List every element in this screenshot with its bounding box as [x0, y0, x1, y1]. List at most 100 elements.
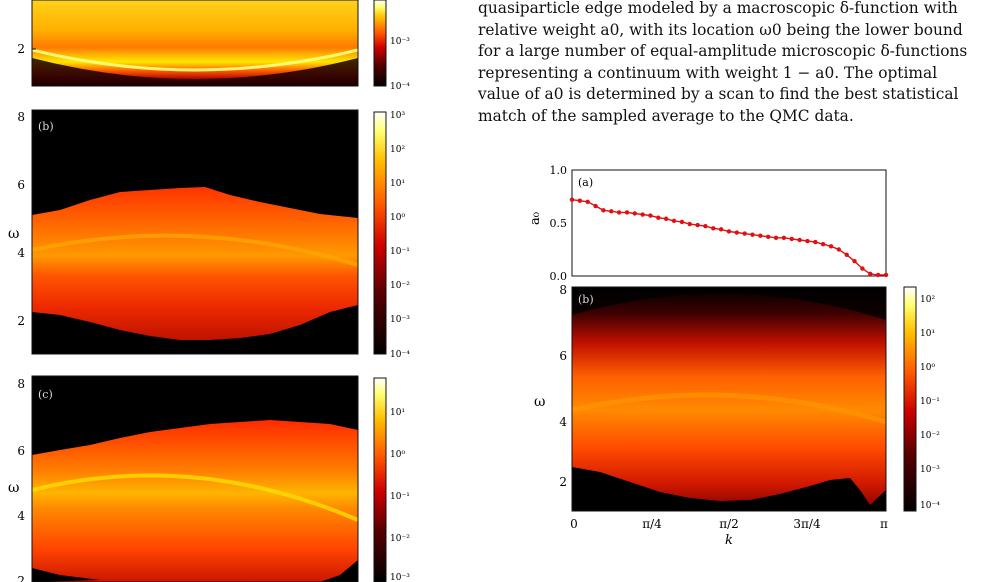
a0-point: [679, 219, 685, 225]
colorbar-tick: 10¹: [920, 329, 935, 339]
panel-a-heatmap: [32, 0, 358, 86]
panel-c-heatmap: [32, 376, 358, 582]
a0-point: [711, 226, 716, 231]
panel-b-colorbar: [373, 111, 387, 355]
a0-point: [569, 197, 575, 202]
panel-a-yticks: 1.0 0.5 0.0: [550, 164, 568, 283]
a0-point: [868, 271, 873, 277]
a0-point: [797, 237, 802, 243]
paragraph-line: for a large number of equal-amplitude mi…: [478, 42, 968, 61]
a0-point: [616, 210, 622, 215]
ytick: 2: [559, 475, 567, 489]
colorbar-tick: 10⁻⁴: [920, 501, 940, 511]
xtick: 0: [570, 517, 578, 531]
xtick: π/4: [642, 517, 662, 531]
a0-point: [663, 216, 669, 221]
a0-point: [789, 236, 794, 242]
a0-point: [742, 231, 747, 236]
a0-point: [656, 215, 661, 220]
a0-point: [852, 258, 857, 264]
a0-point: [640, 212, 645, 217]
colorbar-tick: 10⁻²: [390, 534, 410, 544]
ytick: 4: [559, 415, 567, 429]
a0-point: [624, 210, 630, 215]
body-paragraph: quasiparticle edge modeled by a macrosco…: [478, 0, 984, 128]
panel-label: (b): [38, 120, 54, 133]
a0-point: [726, 229, 732, 234]
a0-point: [844, 252, 849, 257]
a0-point: [734, 230, 739, 235]
panel-c-ylabel: ω: [8, 480, 19, 496]
panel-a-axes: [571, 169, 887, 277]
colorbar-tick: 10²: [390, 145, 405, 155]
ytick: 6: [17, 178, 25, 192]
ytick: 8: [17, 110, 25, 124]
panel-b-xticks: 0 π/4 π/2 3π/4 π: [570, 517, 888, 531]
colorbar-tick: 10⁻⁴: [390, 82, 410, 92]
ytick: 6: [17, 444, 25, 458]
panel-b-heatmap-right: [572, 287, 886, 511]
panel-c-colorbar: [373, 377, 387, 582]
a0-point: [593, 203, 598, 209]
a0-point: [813, 239, 818, 245]
panel-a-colorbar: [373, 0, 387, 87]
panel-c-colorbar-ticks: 10¹ 10⁰ 10⁻¹ 10⁻² 10⁻³: [390, 408, 410, 582]
a0-point: [883, 272, 889, 278]
a0-point: [703, 223, 708, 229]
paragraph-line: value of a0 is determined by a scan to f…: [478, 85, 959, 104]
a0-point: [875, 272, 881, 278]
xtick: 3π/4: [793, 517, 821, 531]
a0-point: [820, 242, 826, 247]
panel-b-colorbar-right: [903, 286, 917, 512]
a0-point: [695, 222, 700, 228]
a0-point: [781, 235, 787, 241]
a0-point: [718, 227, 724, 232]
ytick: 8: [559, 283, 567, 297]
colorbar-tick: 10⁻⁴: [390, 350, 410, 360]
a0-point: [860, 266, 865, 271]
ytick: 4: [17, 509, 25, 523]
colorbar-tick: 10⁻¹: [390, 492, 410, 502]
a0-point: [577, 198, 583, 203]
ytick: 6: [559, 349, 567, 363]
a0-point: [836, 247, 842, 252]
paragraph-line: quasiparticle edge modeled by a macrosco…: [478, 0, 958, 17]
colorbar-tick: 10²: [920, 295, 935, 305]
paragraph-line: representing a continuum with weight 1 −…: [478, 63, 938, 82]
ytick: 4: [17, 246, 25, 260]
colorbar-tick: 10⁻³: [390, 37, 410, 47]
panel-a-ylabel: a₀: [528, 212, 543, 225]
colorbar-tick: 10⁻³: [390, 315, 410, 325]
panel-b-yticks: 8 6 4 2: [17, 110, 25, 328]
panel-b-heatmap: [32, 110, 358, 354]
paragraph-line: relative weight a0, with its location ω0…: [478, 20, 963, 39]
a0-point: [609, 209, 614, 214]
ytick: 2: [17, 574, 25, 582]
colorbar-tick: 10⁰: [390, 213, 405, 223]
right-figure: (a) a₀ 1.0 0.5 0.0 (b) ω 8 6 4 2 0 π/4 π…: [528, 164, 940, 548]
a0-point: [765, 234, 771, 239]
colorbar-tick: 10¹: [390, 179, 405, 189]
left-figure: 2 10⁻³ 10⁻⁴ (b) ω 8 6 4 2 10³ 10² 10¹ 10…: [8, 0, 410, 582]
ytick: 8: [17, 377, 25, 391]
a0-series: [569, 197, 889, 278]
a0-point: [671, 218, 677, 224]
panel-b-ylabel: ω: [534, 394, 545, 410]
colorbar-tick: 10⁻¹: [920, 397, 940, 407]
a0-point: [828, 244, 834, 249]
panel-label: (b): [578, 293, 594, 306]
ytick: 0.0: [550, 270, 568, 283]
a0-point: [687, 221, 692, 227]
panel-b-xlabel: k: [725, 533, 733, 548]
panel-b-colorbar-ticks-right: 10² 10¹ 10⁰ 10⁻¹ 10⁻² 10⁻³ 10⁻⁴: [920, 295, 940, 511]
a0-point: [773, 235, 779, 241]
a0-point: [648, 213, 653, 218]
panel-a-ytick: 2: [17, 42, 25, 56]
a0-point: [585, 199, 590, 204]
colorbar-tick: 10⁻²: [390, 281, 410, 291]
a0-point: [758, 233, 763, 238]
colorbar-tick: 10⁻²: [920, 431, 940, 441]
panel-c-yticks: 8 6 4 2: [17, 377, 25, 582]
panel-b-ylabel: ω: [8, 226, 19, 242]
a0-point: [750, 232, 755, 237]
